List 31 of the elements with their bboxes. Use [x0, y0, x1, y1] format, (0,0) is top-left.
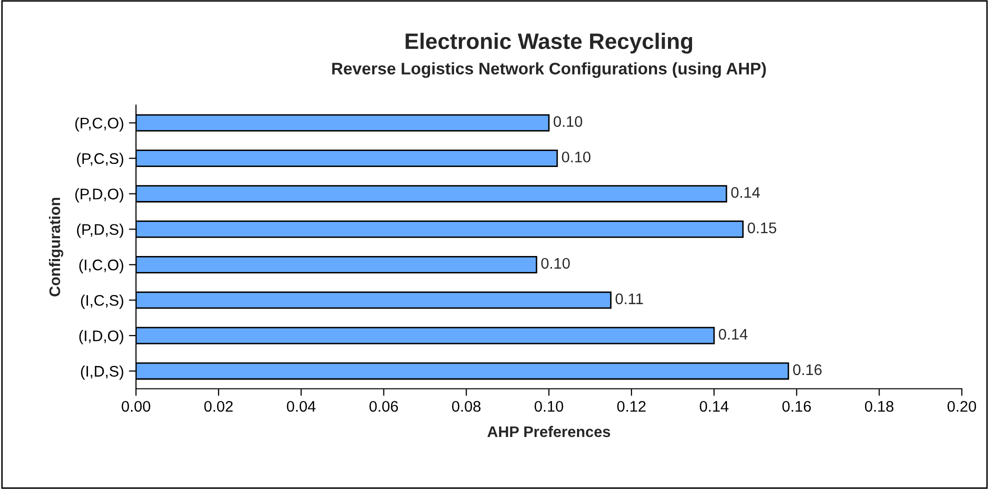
y-tick-label: (P,D,S) [77, 224, 124, 238]
x-tick-label: 0.08 [452, 400, 481, 412]
data-label: 0.15 [748, 222, 776, 234]
data-label: 0.10 [562, 152, 590, 162]
data-label: 0.10 [541, 258, 570, 269]
data-label: 0.14 [718, 328, 748, 340]
y-tick-label: (P,C,S) [77, 152, 124, 168]
data-label: 0.10 [554, 116, 582, 127]
x-tick-label: 0.04 [286, 400, 316, 412]
y-tick-label: (I,D,O) [79, 330, 124, 344]
y-tick-label: (I,D,S) [81, 365, 124, 380]
x-tick-label: 0.18 [864, 400, 894, 412]
data-label: 0.11 [616, 293, 643, 304]
data-label: 0.14 [731, 187, 760, 198]
x-tick-label: 0.02 [204, 400, 233, 412]
chart-subtitle: Reverse Logistics Network Configurations (using AHP) [332, 62, 766, 78]
y-axis-title: Configuration [48, 198, 64, 296]
x-tick-label: 0.06 [369, 400, 398, 412]
x-tick-label: 0.16 [782, 400, 811, 412]
y-tick-label: (I,C,S) [81, 294, 124, 309]
data-label: 0.16 [793, 364, 822, 376]
y-tick-label: (P,C,O) [75, 117, 124, 132]
y-tick-label: (P,D,O) [75, 188, 124, 202]
x-tick-label: 0.12 [617, 400, 646, 412]
x-tick-label: 0.14 [700, 400, 728, 412]
x-axis-title: AHP Preferences [487, 426, 610, 438]
chart-title: Electronic Waste Recycling [406, 32, 692, 54]
x-tick-label: 0.20 [948, 400, 976, 412]
x-tick-label: 0.00 [122, 400, 150, 412]
y-tick-label: (I,C,O) [79, 259, 124, 274]
x-tick-label: 0.10 [534, 400, 564, 412]
